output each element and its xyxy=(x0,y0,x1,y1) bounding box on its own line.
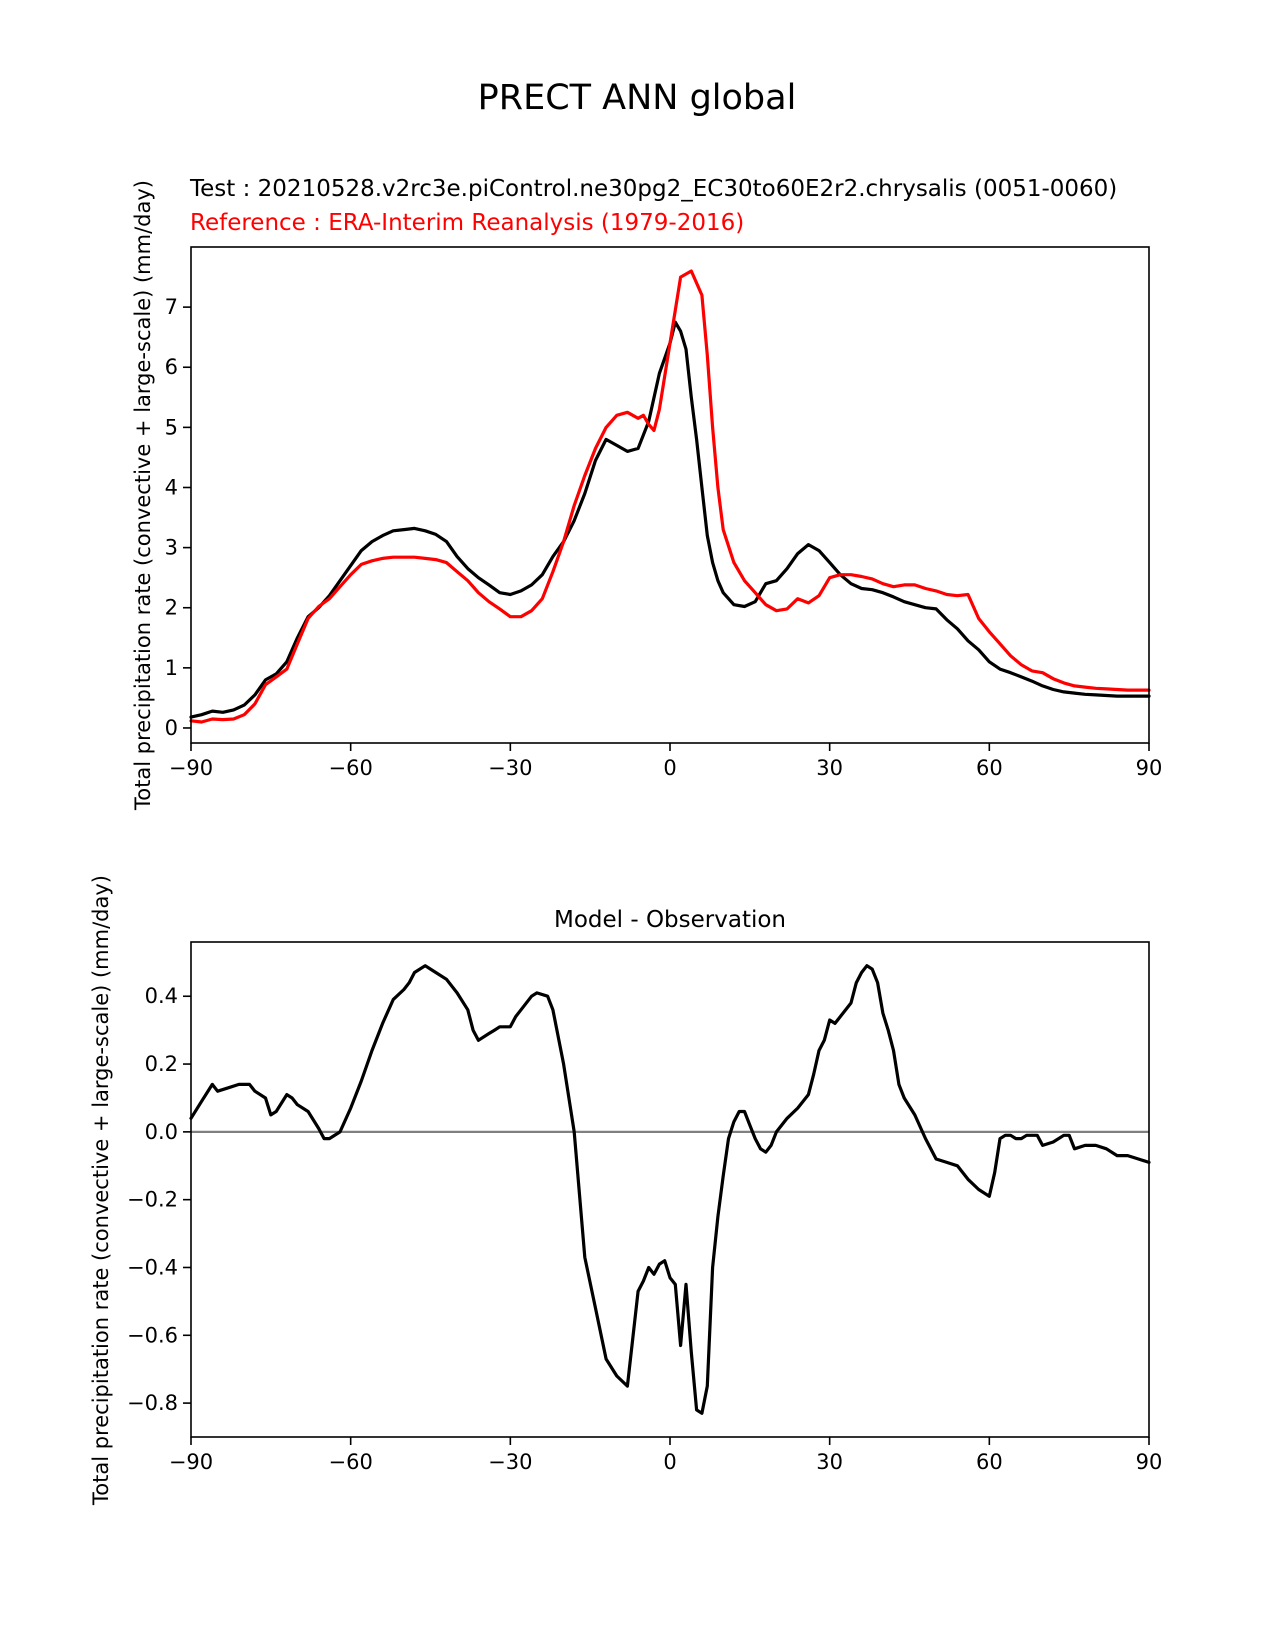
panel-top-y-tick-label: 6 xyxy=(165,355,178,379)
panel-top-x-tick-label: −90 xyxy=(169,756,213,780)
panel-bottom-x-tick-label: −90 xyxy=(169,1450,213,1474)
panel-bottom-difference: Model - Observation −0.8 −0.6 −0.4 −0.2 0.0 0… xyxy=(89,875,1162,1506)
panel-top-x-tick-label: 0 xyxy=(663,756,676,780)
panel-bottom-axes-frame xyxy=(190,941,1150,1438)
panel-top-x-ticks: −90 −60 −30 0 30 60 90 xyxy=(169,743,1163,780)
panel-bottom-y-tick-label: −0.4 xyxy=(127,1255,178,1279)
panel-bottom-y-ticks: −0.8 −0.6 −0.4 −0.2 0.0 0.2 0.4 xyxy=(127,984,191,1415)
panel-top-x-tick-label: 60 xyxy=(976,756,1003,780)
panel-bottom-x-ticks: −90 −60 −30 0 30 60 90 xyxy=(169,1437,1163,1474)
panel-top-y-tick-label: 7 xyxy=(165,295,178,319)
panel-top-x-tick-label: −60 xyxy=(329,756,373,780)
panel-bottom-x-tick-label: 90 xyxy=(1136,1450,1163,1474)
panel-bottom-series-line-test xyxy=(189,964,1151,1415)
panel-bottom-y-tick-label: 0.0 xyxy=(145,1120,178,1144)
panel-top-x-tick-label: 30 xyxy=(816,756,843,780)
panel-top-y-axis-label: Total precipitation rate (convective + l… xyxy=(131,180,155,811)
panel-top-series-line-test xyxy=(189,320,1151,719)
panel-top-x-tick-label: 90 xyxy=(1136,756,1163,780)
panel-top-series-line-reference xyxy=(189,269,1151,724)
panel-top-y-tick-label: 4 xyxy=(165,475,178,499)
panel-bottom-x-tick-label: 30 xyxy=(816,1450,843,1474)
panel-bottom-x-tick-label: 60 xyxy=(976,1450,1003,1474)
panel-top-series xyxy=(189,269,1151,724)
panel-top-y-tick-label: 3 xyxy=(165,536,178,560)
panel-bottom-y-tick-label: −0.2 xyxy=(127,1188,178,1212)
panel-top-y-ticks: 0 1 2 3 4 5 6 7 xyxy=(165,295,191,740)
panel-bottom-y-tick-label: −0.6 xyxy=(127,1323,178,1347)
panel-bottom-y-tick-label: 0.4 xyxy=(145,984,178,1008)
panel-top-y-tick-label: 2 xyxy=(165,596,178,620)
panel-top-y-tick-label: 1 xyxy=(165,656,178,680)
panel-bottom-x-tick-label: −30 xyxy=(488,1450,532,1474)
panel-top-y-tick-label: 5 xyxy=(165,415,178,439)
panel-bottom-y-axis-label: Total precipitation rate (convective + l… xyxy=(89,875,113,1506)
panel-top-test-title: Test : 20210528.v2rc3e.piControl.ne30pg2… xyxy=(189,176,1117,202)
panel-bottom-x-tick-label: 0 xyxy=(663,1450,676,1474)
panel-bottom-x-tick-label: −60 xyxy=(329,1450,373,1474)
panel-top-y-tick-label: 0 xyxy=(165,716,178,740)
panel-bottom-y-tick-label: −0.8 xyxy=(127,1391,178,1415)
panel-top-reference-title: Reference : ERA-Interim Reanalysis (1979… xyxy=(190,210,744,236)
panel-bottom-series xyxy=(189,964,1151,1415)
panel-bottom-y-tick-label: 0.2 xyxy=(145,1052,178,1076)
panel-top-climatology: Test : 20210528.v2rc3e.piControl.ne30pg2… xyxy=(131,176,1162,811)
figure-suptitle: PRECT ANN global xyxy=(478,78,797,118)
panel-bottom-title: Model - Observation xyxy=(554,907,786,933)
panel-top-x-tick-label: −30 xyxy=(488,756,532,780)
panel-top-axes-frame xyxy=(190,246,1150,744)
